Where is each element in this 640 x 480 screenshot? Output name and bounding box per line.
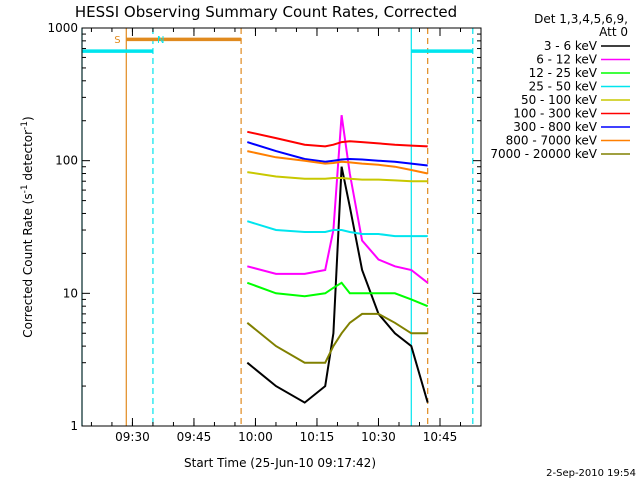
series-line-7 [247,141,428,167]
y-axis-label: Corrected Count Rate (s-1 detector-1) [20,116,35,337]
interval-marker-label: S [114,35,120,46]
legend-entry-label: 300 - 800 keV [513,120,597,134]
x-tick-label: 10:30 [361,430,396,444]
series-line-9 [246,312,428,364]
legend-header-line-1: Det 1,3,4,5,6,9, [534,12,628,26]
y-tick-label: 1000 [47,21,78,35]
series-line-8 [247,150,428,175]
chart-title: HESSI Observing Summary Count Rates, Cor… [75,3,457,21]
x-axis-ticks: 09:30 09:45 10:00 10:15 10:30 10:45 [90,28,461,444]
series-line-2 [247,115,429,284]
series-line-5 [247,171,428,183]
interval-marker-label: N [157,35,164,46]
series-lines [246,115,429,404]
series-line-6 [247,130,428,148]
legend-header-line-2: Att 0 [599,25,628,39]
x-tick-label: 10:15 [300,430,335,444]
series-line-4 [247,220,428,238]
x-tick-label: 09:45 [177,430,212,444]
legend-entry-label: 100 - 300 keV [513,107,597,121]
y-axis-ticks: 1 10 100 1000 [47,21,481,433]
x-tick-label: 09:30 [115,430,150,444]
plot-frame [81,27,482,427]
legend-entry-label: 12 - 25 keV [529,66,598,80]
legend-entry-label: 800 - 7000 keV [506,134,598,148]
series-line-1 [246,166,429,404]
legend-entry-label: 25 - 50 keV [529,80,598,94]
x-tick-label: 10:00 [238,430,273,444]
y-tick-label: 10 [63,286,78,300]
series-line-3 [246,281,429,308]
legend-entry-label: 7000 - 20000 keV [490,147,597,161]
x-axis-label: Start Time (25-Jun-10 09:17:42) [184,456,376,470]
y-tick-label: 1 [70,419,78,433]
y-tick-label: 100 [55,154,78,168]
footer-timestamp: 2-Sep-2010 19:54 [546,468,636,479]
legend-entry-label: 50 - 100 keV [521,93,598,107]
legend-entry-label: 6 - 12 keV [536,53,598,67]
legend-entry-label: 3 - 6 keV [544,39,598,53]
x-tick-label: 10:45 [423,430,458,444]
